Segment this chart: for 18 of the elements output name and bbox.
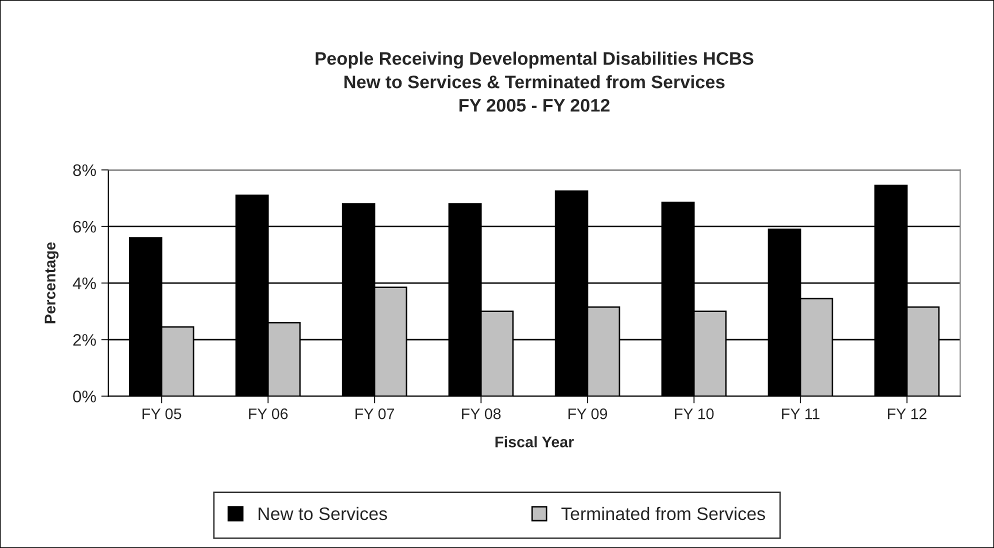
legend-label: Terminated from Services: [561, 506, 766, 520]
y-tick-label: 0%: [73, 390, 96, 402]
x-axis-title: Fiscal Year: [496, 436, 574, 448]
x-tick-label: FY 05: [142, 408, 182, 420]
y-tick-label: 2%: [73, 334, 96, 346]
y-tick-label: 6%: [73, 220, 96, 233]
legend-label: New to Services: [258, 506, 388, 520]
x-tick-label: FY 07: [356, 408, 394, 420]
x-tick-label: FY 12: [888, 408, 926, 420]
y-tick-label: 4%: [72, 278, 96, 290]
x-tick-label: FY 08: [462, 408, 501, 420]
chart-title: People Receiving Developmental Disabilities HCBS New to Services & Terminated from Services FY 2005 - FY 2012: [316, 52, 754, 112]
x-tick-label: FY 09: [568, 408, 608, 420]
x-tick-label: FY 06: [249, 408, 288, 420]
y-axis-title: Percentage: [44, 242, 59, 324]
x-tick-label: FY 10: [675, 408, 714, 420]
x-tick-label: FY 11: [782, 408, 820, 420]
y-tick-label: 8%: [73, 164, 96, 176]
